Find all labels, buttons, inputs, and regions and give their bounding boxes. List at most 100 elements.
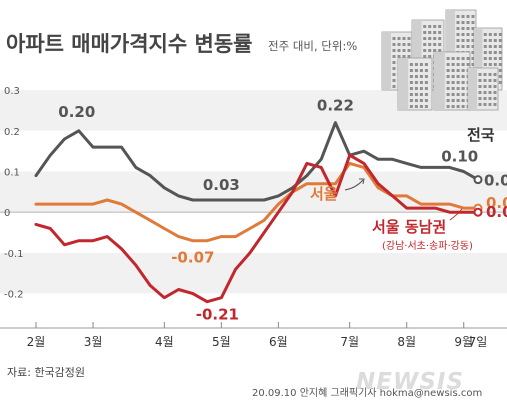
building-window bbox=[392, 43, 396, 46]
building-window bbox=[451, 63, 455, 66]
building-window bbox=[493, 97, 497, 100]
building-window bbox=[483, 73, 487, 76]
x-tick-label-last: 7일 bbox=[469, 335, 488, 349]
building-window bbox=[424, 69, 428, 72]
building-window bbox=[409, 99, 413, 102]
building-window bbox=[461, 69, 465, 72]
building-window bbox=[488, 33, 492, 36]
building-window bbox=[461, 93, 465, 96]
building-window bbox=[456, 75, 460, 78]
building-window bbox=[424, 75, 428, 78]
grid-band bbox=[0, 171, 507, 213]
building-window bbox=[471, 45, 475, 48]
series-label-southeast: 서울 동남권 bbox=[372, 218, 446, 236]
data-label: 0.00 bbox=[486, 203, 507, 221]
building-window bbox=[419, 87, 423, 90]
building-window bbox=[493, 63, 497, 66]
building-window bbox=[493, 57, 497, 60]
building-window bbox=[483, 45, 487, 48]
building-window bbox=[478, 97, 482, 100]
building-window bbox=[428, 49, 432, 52]
building-window bbox=[407, 55, 411, 58]
building-window bbox=[471, 27, 475, 30]
building-window bbox=[478, 73, 482, 76]
building-window bbox=[451, 81, 455, 84]
building-window bbox=[407, 49, 411, 52]
building-window bbox=[438, 25, 442, 28]
building-window bbox=[466, 45, 470, 48]
building-window bbox=[488, 91, 492, 94]
building-window bbox=[451, 105, 455, 108]
x-tick-label: 8월 bbox=[397, 335, 416, 349]
building-window bbox=[402, 37, 406, 40]
x-tick-label: 9월 bbox=[454, 335, 473, 349]
building-window bbox=[456, 87, 460, 90]
building-window bbox=[483, 51, 487, 54]
building-window bbox=[392, 49, 396, 52]
building-window bbox=[498, 63, 502, 66]
building-window bbox=[478, 91, 482, 94]
building-side bbox=[412, 20, 422, 90]
building-window bbox=[471, 15, 475, 18]
building-window bbox=[488, 103, 492, 106]
building-window bbox=[498, 69, 502, 72]
building-window bbox=[424, 93, 428, 96]
building-window bbox=[446, 57, 450, 60]
building-window bbox=[478, 103, 482, 106]
building-window bbox=[483, 103, 487, 106]
series-line-2 bbox=[34, 153, 480, 304]
building-window bbox=[409, 69, 413, 72]
building-window bbox=[451, 87, 455, 90]
building-window bbox=[419, 99, 423, 102]
building-window bbox=[493, 73, 497, 76]
building-window bbox=[397, 43, 401, 46]
data-label: -0.21 bbox=[196, 306, 239, 324]
building-window bbox=[456, 81, 460, 84]
building-window bbox=[466, 27, 470, 30]
data-label: 0.08 bbox=[484, 172, 507, 190]
data-label: -0.07 bbox=[171, 249, 214, 267]
building-window bbox=[456, 63, 460, 66]
building-window bbox=[451, 99, 455, 102]
building-window bbox=[471, 21, 475, 24]
building-window bbox=[461, 15, 465, 18]
building-window bbox=[456, 33, 460, 36]
building-window bbox=[456, 21, 460, 24]
x-tick-label: 2월 bbox=[27, 335, 46, 349]
building-window bbox=[498, 33, 502, 36]
building-window bbox=[461, 21, 465, 24]
x-tick-label: 7월 bbox=[340, 335, 359, 349]
building-window bbox=[409, 81, 413, 84]
building-window bbox=[423, 37, 427, 40]
building-window bbox=[433, 37, 437, 40]
building-window bbox=[493, 33, 497, 36]
y-tick-label: 0.2 bbox=[4, 127, 20, 138]
series-line-1 bbox=[34, 161, 480, 243]
building-window bbox=[433, 43, 437, 46]
x-tick-label: 6월 bbox=[269, 335, 288, 349]
building-window bbox=[488, 57, 492, 60]
building-window bbox=[461, 57, 465, 60]
building-window bbox=[498, 45, 502, 48]
building-window bbox=[471, 57, 475, 60]
building-window bbox=[451, 75, 455, 78]
building-window bbox=[419, 93, 423, 96]
building-window bbox=[409, 105, 413, 108]
building-window bbox=[483, 63, 487, 66]
building-window bbox=[498, 39, 502, 42]
data-label: 0.10 bbox=[441, 148, 478, 166]
building-window bbox=[471, 39, 475, 42]
building-window bbox=[488, 39, 492, 42]
building-window bbox=[498, 81, 502, 84]
building-window bbox=[438, 49, 442, 52]
building-window bbox=[409, 87, 413, 90]
building-window bbox=[451, 93, 455, 96]
building-window bbox=[392, 79, 396, 82]
building-window bbox=[428, 55, 432, 58]
building-window bbox=[493, 39, 497, 42]
building-window bbox=[402, 55, 406, 58]
building-window bbox=[438, 31, 442, 34]
series-label-seoul: 서울 bbox=[310, 185, 338, 203]
building-window bbox=[461, 33, 465, 36]
